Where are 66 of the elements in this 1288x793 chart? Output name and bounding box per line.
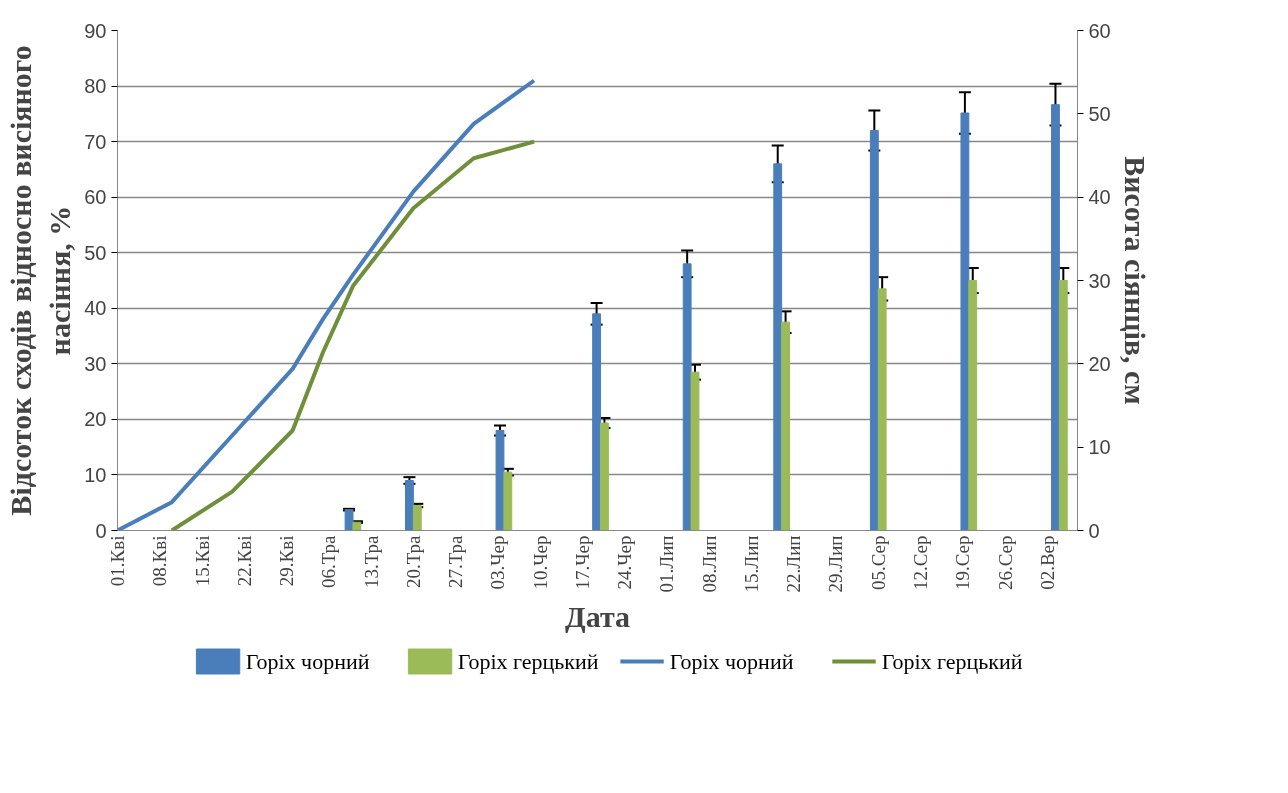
y2-tick-label: 0 — [1088, 519, 1100, 542]
bar — [781, 321, 790, 531]
x-tick-label: 19.Сер — [952, 535, 974, 591]
y2-tick-label: 20 — [1088, 352, 1111, 375]
y2-tick-label: 60 — [1088, 19, 1111, 42]
x-tick-label: 12.Сер — [910, 535, 932, 591]
x-tick-label: 27.Тра — [445, 534, 467, 589]
y-tick-label: 80 — [84, 75, 107, 98]
bar — [960, 112, 970, 531]
bar — [773, 163, 783, 531]
x-tick-label: 26.Сер — [994, 535, 1016, 591]
x-tick-label: 13.Тра — [360, 534, 382, 589]
y2-tick-label: 10 — [1088, 436, 1111, 459]
bar — [690, 371, 700, 531]
legend-label: Горіх герцький — [457, 649, 599, 674]
y-tick-label: 50 — [84, 241, 107, 264]
bar — [592, 313, 602, 531]
x-tick-label: 02.Вер — [1036, 535, 1058, 590]
y-tick-label: 90 — [84, 19, 107, 42]
x-tick-label: 29.Лип — [825, 535, 847, 593]
y-tick-label: 20 — [84, 408, 107, 431]
bar — [344, 509, 354, 531]
x-tick-label: 06.Тра — [318, 534, 340, 589]
bar — [1051, 104, 1060, 531]
bar — [968, 280, 978, 531]
x-tick-label: 01.Кві — [107, 535, 128, 587]
bar — [600, 422, 609, 531]
y-axis-title: Відсоток сходів відносно висіяного насіння, % — [3, 45, 77, 516]
bar — [495, 430, 505, 531]
x-tick-label: 08.Кві — [149, 535, 171, 587]
x-axis-title: Дата — [565, 600, 630, 634]
bar — [405, 480, 414, 531]
y2-axis-title: Висота сіянців, см — [1118, 156, 1152, 405]
x-tick-label: 24.Чер — [614, 535, 636, 590]
bar — [503, 471, 513, 531]
x-tick-label: 15.Лип — [740, 535, 762, 593]
legend-label: Горіх чорний — [669, 649, 794, 674]
bar — [412, 505, 422, 531]
y-tick-label: 0 — [95, 519, 107, 542]
x-tick-label: 01.Лип — [656, 535, 678, 593]
line-series — [169, 139, 537, 531]
x-tick-label: 22.Кві — [233, 535, 255, 587]
bar — [352, 521, 362, 531]
y2-tick-label: 30 — [1088, 269, 1111, 292]
x-tick-label: 22.Лип — [783, 535, 805, 593]
y-tick-label: 60 — [84, 186, 107, 209]
legend-label: Горіх герцький — [881, 649, 1023, 674]
x-tick-label: 05.Сер — [867, 535, 889, 591]
bar — [869, 130, 879, 531]
y2-tick-label: 40 — [1088, 186, 1111, 209]
x-tick-label: 15.Кві — [191, 535, 213, 587]
x-tick-label: 20.Тра — [402, 534, 424, 589]
x-tick-label: 03.Чер — [487, 535, 509, 590]
y-tick-label: 30 — [84, 352, 107, 375]
x-tick-label: 29.Кві — [276, 535, 298, 587]
y-tick-label: 10 — [84, 463, 107, 486]
y2-tick-label: 50 — [1088, 102, 1111, 125]
bar — [1058, 280, 1068, 531]
x-tick-label: 08.Лип — [698, 535, 720, 593]
y-tick-label: 40 — [84, 297, 107, 320]
x-tick-label: 17.Чер — [571, 535, 593, 590]
bar — [877, 288, 887, 531]
y-tick-label: 70 — [84, 130, 107, 153]
legend-label: Горіх чорний — [245, 649, 370, 674]
line-series — [117, 78, 537, 531]
x-tick-label: 10.Чер — [529, 535, 551, 590]
